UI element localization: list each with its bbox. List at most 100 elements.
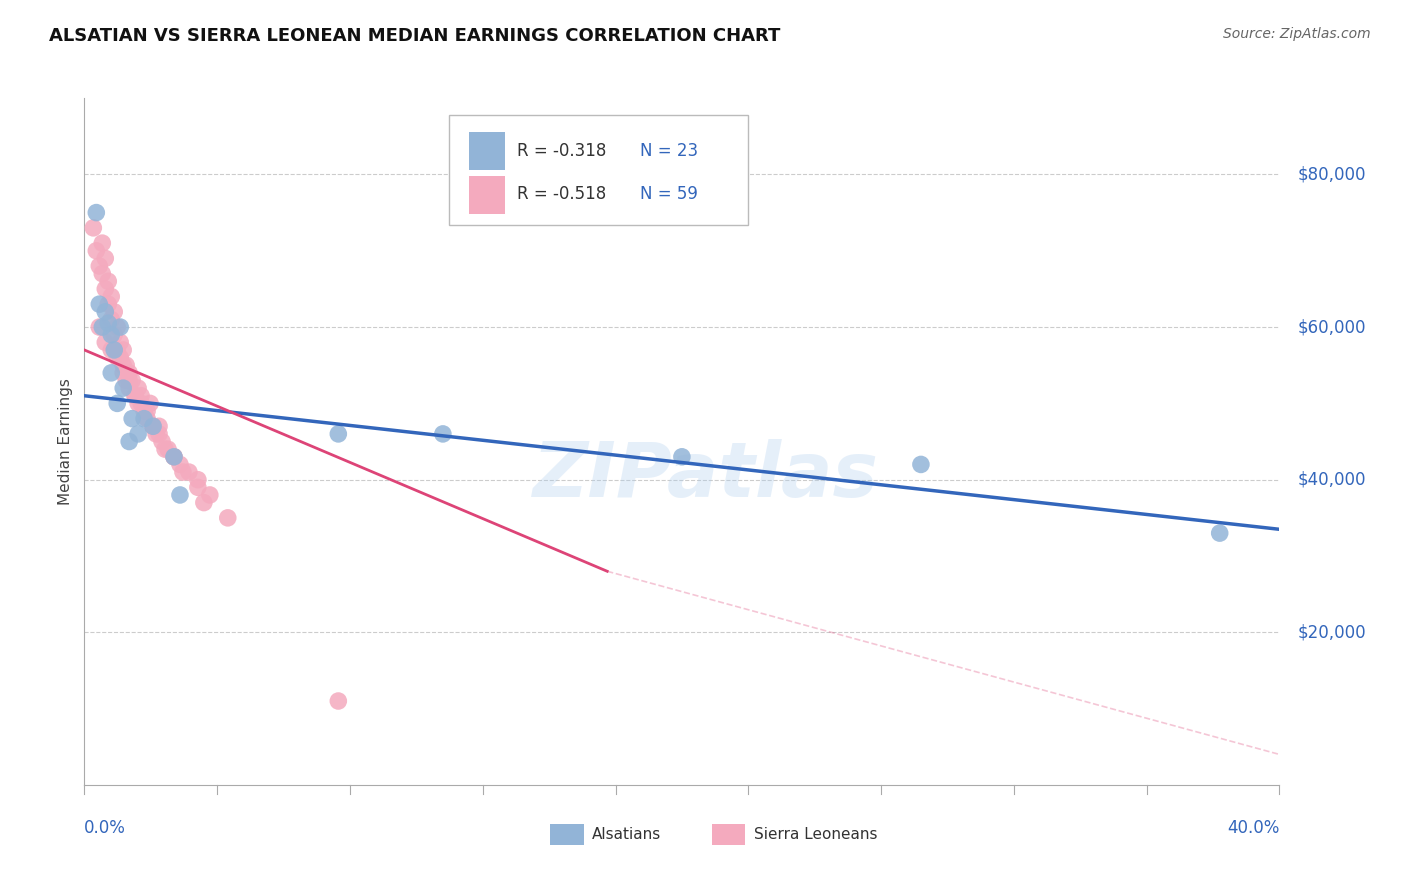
Text: R = -0.518: R = -0.518 [517,186,606,203]
Point [129,389,152,403]
Text: $60,000: $60,000 [1298,318,1365,336]
Point [91,267,114,281]
Point [124,389,146,403]
Point [115,374,138,388]
Point [177,465,200,479]
Bar [711,824,745,845]
Point [142,419,165,434]
Text: ALSATIAN VS SIERRA LEONEAN MEDIAN EARNINGS CORRELATION CHART: ALSATIAN VS SIERRA LEONEAN MEDIAN EARNIN… [49,27,780,45]
Point [163,450,186,464]
Point [103,343,125,357]
Point [142,419,165,434]
Point [169,458,191,472]
Bar [551,824,583,845]
Point [110,351,132,365]
Bar [470,133,505,170]
Point [112,381,135,395]
Point [169,488,191,502]
Point [94,305,117,319]
Text: Alsatians: Alsatians [592,827,662,842]
Point [328,694,350,708]
Point [124,389,146,403]
Point [112,343,135,357]
Point [127,426,149,441]
Point [105,351,128,365]
Point [217,511,239,525]
Point [132,404,156,418]
Text: $80,000: $80,000 [1298,165,1365,184]
Text: $20,000: $20,000 [1298,624,1367,641]
Point [118,366,141,380]
Point [118,374,141,388]
Point [148,426,170,441]
Text: Source: ZipAtlas.com: Source: ZipAtlas.com [1223,27,1371,41]
Point [100,343,122,357]
Point [91,320,114,334]
Point [118,381,141,395]
Point [187,473,209,487]
Point [115,358,138,372]
Point [105,320,128,334]
Point [86,205,108,219]
Point [150,434,173,449]
Point [97,316,120,330]
Point [100,312,122,326]
Point [139,396,162,410]
Point [110,335,132,350]
Point [82,220,104,235]
Point [153,442,176,457]
Point [148,419,170,434]
Point [121,374,143,388]
Point [100,327,122,342]
Point [103,327,125,342]
Point [198,488,221,502]
Point [94,252,117,266]
Point [110,320,132,334]
Point [89,297,111,311]
Point [127,396,149,410]
Point [187,480,209,494]
Point [121,411,143,425]
Y-axis label: Median Earnings: Median Earnings [58,378,73,505]
Point [112,366,135,380]
Point [671,450,693,464]
Point [129,396,152,410]
Point [118,434,141,449]
Point [89,320,111,334]
Point [127,381,149,395]
Bar [470,176,505,213]
Point [157,442,180,457]
Point [1209,526,1232,541]
Point [103,305,125,319]
Point [163,450,186,464]
Point [193,495,215,509]
Point [105,396,128,410]
Point [132,411,156,425]
Text: 0.0%: 0.0% [84,819,127,838]
Point [136,404,159,418]
Point [172,465,194,479]
Point [100,289,122,303]
Point [105,343,128,357]
Point [145,426,167,441]
Point [136,411,159,425]
Point [112,358,135,372]
Text: N = 23: N = 23 [640,142,699,160]
Text: $40,000: $40,000 [1298,471,1365,489]
Text: Sierra Leoneans: Sierra Leoneans [754,827,877,842]
Point [163,450,186,464]
Point [328,426,350,441]
Text: 40.0%: 40.0% [1227,819,1279,838]
FancyBboxPatch shape [449,115,748,225]
Point [89,259,111,273]
Point [94,282,117,296]
Point [432,426,454,441]
Point [142,419,165,434]
Point [910,458,932,472]
Point [86,244,108,258]
Point [94,335,117,350]
Text: ZIPatlas: ZIPatlas [533,439,879,513]
Point [91,236,114,251]
Text: N = 59: N = 59 [640,186,697,203]
Point [97,297,120,311]
